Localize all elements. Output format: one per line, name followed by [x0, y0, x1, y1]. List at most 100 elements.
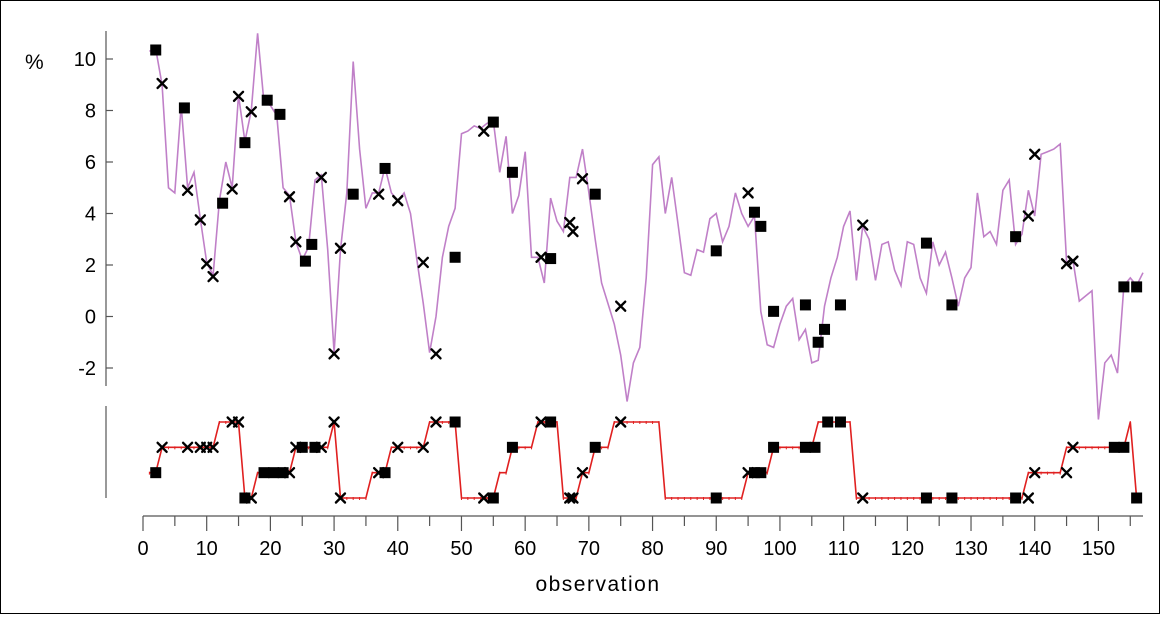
lower-square-marker [150, 467, 162, 479]
upper-square-marker [545, 253, 557, 265]
x-tick-label: 140 [1018, 538, 1051, 560]
upper-cross-marker [328, 348, 340, 360]
lower-cross-marker [372, 466, 385, 479]
lower-square-marker [239, 492, 251, 504]
x-axis-label: observation [535, 573, 660, 596]
upper-square-marker [710, 245, 722, 257]
upper-cross-marker [535, 251, 547, 263]
upper-series-line [149, 33, 1144, 420]
lower-square-marker [809, 441, 821, 453]
lower-square-marker [589, 441, 601, 453]
lower-square-marker [768, 441, 780, 453]
upper-cross-marker [478, 125, 490, 137]
lower-cross-marker [478, 492, 490, 504]
lower-square-marker [545, 416, 557, 428]
lower-square-marker [309, 441, 321, 453]
upper-square-marker [379, 162, 391, 174]
upper-square-marker [347, 188, 359, 200]
upper-square-marker [1118, 281, 1130, 293]
upper-cross-marker [615, 300, 627, 312]
upper-square-marker [299, 255, 311, 267]
upper-cross-marker [567, 225, 579, 238]
lower-square-marker [1131, 492, 1143, 504]
upper-cross-marker [194, 214, 207, 226]
lower-cross-marker [283, 466, 296, 479]
lower-square-marker [277, 467, 289, 479]
upper-cross-marker [245, 106, 257, 118]
lower-square-marker [1108, 441, 1120, 453]
lower-cross-marker [156, 441, 168, 454]
lower-cross-marker [615, 416, 627, 428]
x-tick-label: 10 [196, 538, 218, 560]
upper-cross-marker [857, 219, 869, 231]
upper-square-marker [150, 44, 162, 56]
upper-y-axis: -2 0 2 4 6 8 10 [74, 31, 113, 386]
series-markers [150, 44, 1143, 504]
lower-square-marker [946, 492, 958, 504]
x-tick-label: 40 [387, 538, 409, 560]
lower-square-marker [268, 467, 280, 479]
lower-square-marker [487, 492, 499, 504]
upper-line [149, 33, 1144, 420]
upper-cross-marker [156, 77, 168, 90]
x-tick-label: 80 [641, 538, 663, 560]
lower-square-marker [920, 492, 932, 504]
upper-cross-marker [1060, 258, 1073, 270]
x-tick-label: 30 [323, 538, 345, 560]
x-tick-label: 70 [578, 538, 600, 560]
lower-cross-marker [328, 416, 340, 428]
upper-square-marker [239, 137, 251, 149]
lower-square-marker [506, 441, 518, 453]
lower-cross-marker [245, 492, 257, 504]
x-tick-label: 20 [259, 538, 281, 560]
x-axis: 0 10 20 30 40 50 60 70 80 90 100 110 120 130 140 150 [137, 515, 1143, 560]
lower-square-marker [748, 467, 760, 479]
lower-cross-marker [857, 492, 869, 504]
lower-cross-marker [535, 416, 547, 428]
upper-cross-marker [1029, 148, 1041, 160]
upper-square-marker [920, 237, 932, 249]
upper-cross-marker [283, 191, 296, 203]
upper-square-marker [449, 251, 461, 263]
upper-y-tick-label: 4 [85, 204, 96, 226]
upper-square-marker [799, 299, 811, 311]
upper-square-marker [506, 166, 518, 178]
lower-square-marker [710, 492, 722, 504]
upper-y-tick-label: -2 [78, 358, 96, 380]
upper-cross-marker [430, 348, 442, 360]
upper-square-marker [178, 102, 190, 114]
upper-cross-marker [417, 256, 429, 269]
upper-square-marker [819, 323, 831, 335]
lower-square-marker [1118, 441, 1130, 453]
lower-square-marker [834, 416, 846, 428]
upper-cross-marker [290, 236, 302, 248]
upper-cross-marker [232, 90, 245, 103]
upper-y-tick-label: 2 [85, 255, 96, 277]
upper-cross-marker [564, 216, 576, 229]
upper-square-marker [834, 299, 846, 311]
upper-cross-marker [742, 187, 754, 199]
lower-cross-marker [1029, 466, 1041, 479]
x-tick-label: 150 [1082, 538, 1115, 560]
upper-cross-marker [181, 184, 194, 197]
lower-cross-marker [232, 416, 245, 428]
upper-square-marker [748, 206, 760, 218]
lower-cross-marker [417, 441, 429, 454]
lower-cross-marker [564, 492, 576, 504]
x-tick-label: 0 [137, 538, 148, 560]
x-tick-label: 130 [954, 538, 987, 560]
upper-y-tick-label: 0 [85, 307, 96, 329]
lower-cross-marker [334, 492, 347, 504]
x-tick-label: 100 [763, 538, 796, 560]
upper-y-tick-label: 10 [74, 49, 96, 71]
lower-cross-marker [430, 416, 442, 428]
upper-square-marker [487, 116, 499, 128]
lower-cross-marker [1022, 492, 1035, 504]
x-tick-label: 120 [891, 538, 924, 560]
lower-cross-marker [315, 441, 328, 454]
x-tick-label: 90 [705, 538, 727, 560]
upper-cross-marker [226, 183, 238, 195]
lower-cross-marker [567, 492, 579, 504]
upper-cross-marker [315, 171, 328, 184]
